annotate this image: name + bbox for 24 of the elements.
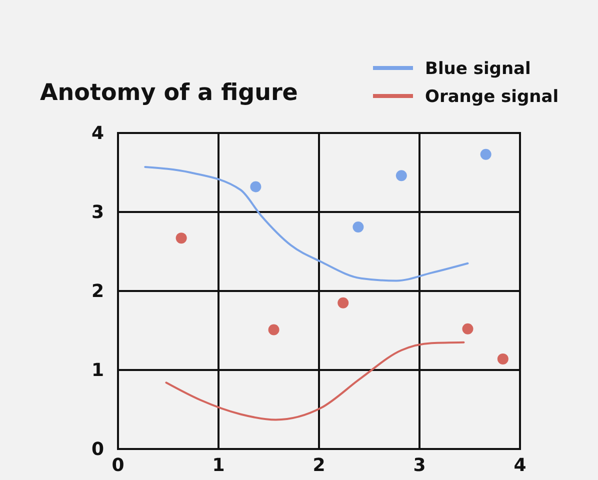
point: [176, 232, 187, 244]
x-tick-label: 2: [312, 455, 326, 476]
point: [338, 297, 349, 308]
legend-label: Blue signal: [425, 59, 531, 79]
chart-title: Anotomy of a figure: [40, 80, 298, 106]
point: [250, 181, 262, 192]
y-tick-label: 2: [91, 281, 104, 302]
x-tick-label: 1: [212, 455, 225, 476]
point: [396, 170, 407, 182]
legend-label: Orange signal: [425, 87, 559, 107]
y-tick-label: 4: [91, 123, 104, 144]
x-tick-label: 0: [112, 455, 124, 476]
x-tick-label: 4: [514, 455, 526, 476]
line-series: [144, 166, 469, 282]
y-tick-label: 1: [91, 360, 104, 381]
point: [268, 324, 280, 336]
point: [352, 222, 364, 233]
point: [497, 353, 508, 364]
point: [480, 148, 492, 160]
x-tick-label: 3: [413, 455, 426, 476]
y-tick-label: 3: [91, 202, 104, 223]
point: [462, 323, 474, 334]
y-tick-label: 0: [91, 439, 104, 460]
line-series: [165, 341, 465, 421]
